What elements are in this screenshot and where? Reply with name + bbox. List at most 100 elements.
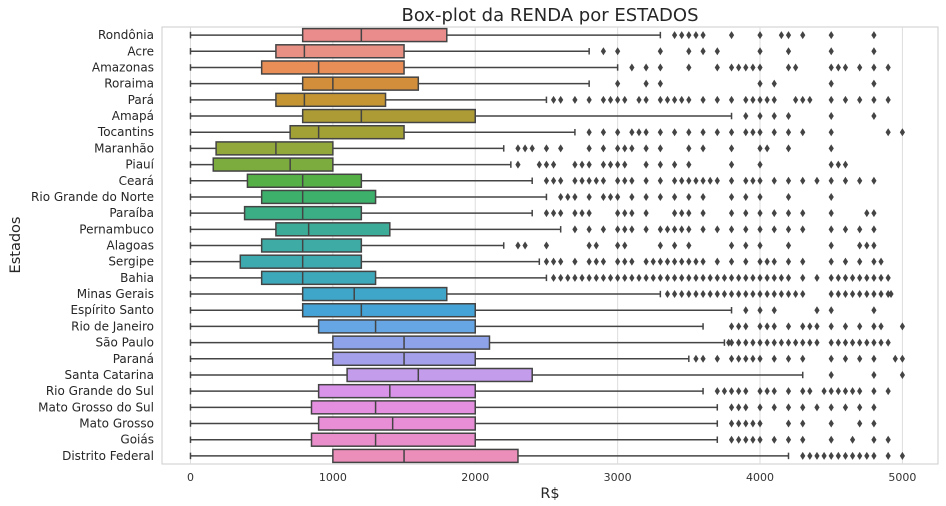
outlier-point <box>615 192 621 201</box>
box-group <box>189 400 877 415</box>
outlier-point <box>750 435 756 444</box>
outlier-point <box>586 209 592 218</box>
y-tick-label: Maranhão <box>94 141 154 155</box>
outlier-point <box>522 144 528 153</box>
outlier-point <box>536 160 542 169</box>
iqr-box <box>301 286 448 302</box>
x-tick-label: 4000 <box>746 471 774 484</box>
outlier-point <box>607 192 614 201</box>
iqr-box <box>275 44 405 59</box>
outlier-point <box>871 257 877 266</box>
outlier-point <box>726 338 732 347</box>
outlier-point <box>757 160 763 169</box>
outlier-point <box>743 95 749 104</box>
iqr-box <box>275 92 387 108</box>
outlier-point <box>842 257 849 266</box>
outlier-point <box>515 241 521 250</box>
outlier-point <box>657 95 663 104</box>
outlier-point <box>828 144 834 153</box>
outlier-point <box>835 290 841 299</box>
outlier-point <box>842 322 849 331</box>
box-group <box>189 108 877 124</box>
outlier-point <box>657 128 663 137</box>
outlier-point <box>565 273 571 282</box>
outlier-point <box>828 322 834 331</box>
outlier-point <box>593 241 599 250</box>
outlier-point <box>828 31 834 40</box>
outlier-point <box>835 451 841 460</box>
iqr-box <box>301 27 448 43</box>
outlier-point <box>686 241 692 250</box>
outlier-point <box>700 144 706 153</box>
outlier-point <box>586 273 592 282</box>
outlier-point <box>686 273 692 282</box>
outlier-point <box>572 225 578 234</box>
outlier-point <box>736 273 742 282</box>
outlier-point <box>835 338 841 347</box>
iqr-box <box>317 416 476 431</box>
outlier-point <box>771 435 777 444</box>
outlier-point <box>600 95 606 104</box>
outlier-point <box>622 241 628 250</box>
outlier-point <box>757 192 763 201</box>
outlier-point <box>793 338 799 347</box>
outlier-point <box>800 95 806 104</box>
y-tick-label: Espírito Santo <box>70 303 154 317</box>
outlier-point <box>643 209 649 218</box>
outlier-point <box>885 338 891 347</box>
outlier-point <box>586 192 592 201</box>
y-tick-label: Amazonas <box>92 60 154 74</box>
outlier-point <box>828 160 834 169</box>
outlier-point <box>707 273 713 282</box>
outlier-point <box>728 419 735 428</box>
outlier-point <box>622 95 628 104</box>
outlier-point <box>657 273 663 282</box>
iqr-box <box>301 108 476 124</box>
outlier-point <box>572 257 578 266</box>
outlier-point <box>743 112 749 121</box>
outlier-point <box>785 257 792 266</box>
box-group <box>189 303 877 318</box>
outlier-point <box>657 241 663 250</box>
iqr-box <box>332 448 519 464</box>
outlier-point <box>543 241 550 250</box>
outlier-point <box>728 257 735 266</box>
outlier-point <box>600 144 606 153</box>
box-group <box>189 124 906 140</box>
outlier-point <box>629 176 635 185</box>
outlier-point <box>572 209 578 218</box>
outlier-point <box>785 209 792 218</box>
outlier-point <box>828 451 834 460</box>
outlier-point <box>700 192 706 201</box>
outlier-point <box>700 354 706 363</box>
outlier-point <box>743 290 749 299</box>
outlier-point <box>558 209 564 218</box>
outlier-point <box>842 403 849 412</box>
outlier-point <box>771 176 777 185</box>
y-tick-label: Goiás <box>120 433 154 447</box>
box-group <box>189 432 891 447</box>
outlier-point <box>700 273 706 282</box>
outlier-point <box>721 387 728 396</box>
outlier-point <box>558 192 564 201</box>
outlier-point <box>778 273 784 282</box>
outlier-point <box>800 387 806 396</box>
outlier-point <box>814 306 820 315</box>
outlier-point <box>714 354 720 363</box>
box-group <box>189 173 877 188</box>
outlier-point <box>800 176 806 185</box>
box-group <box>189 44 877 59</box>
outlier-point <box>871 419 877 428</box>
outlier-point <box>785 435 792 444</box>
outlier-point <box>714 225 720 234</box>
outlier-point <box>721 290 728 299</box>
outlier-point <box>871 435 877 444</box>
outlier-point <box>664 273 671 282</box>
y-tick-label: Sergipe <box>108 255 154 269</box>
outlier-point <box>750 95 756 104</box>
outlier-point <box>750 419 756 428</box>
outlier-point <box>864 273 870 282</box>
iqr-box <box>246 173 363 188</box>
outlier-point <box>857 387 863 396</box>
outlier-point <box>657 79 663 88</box>
